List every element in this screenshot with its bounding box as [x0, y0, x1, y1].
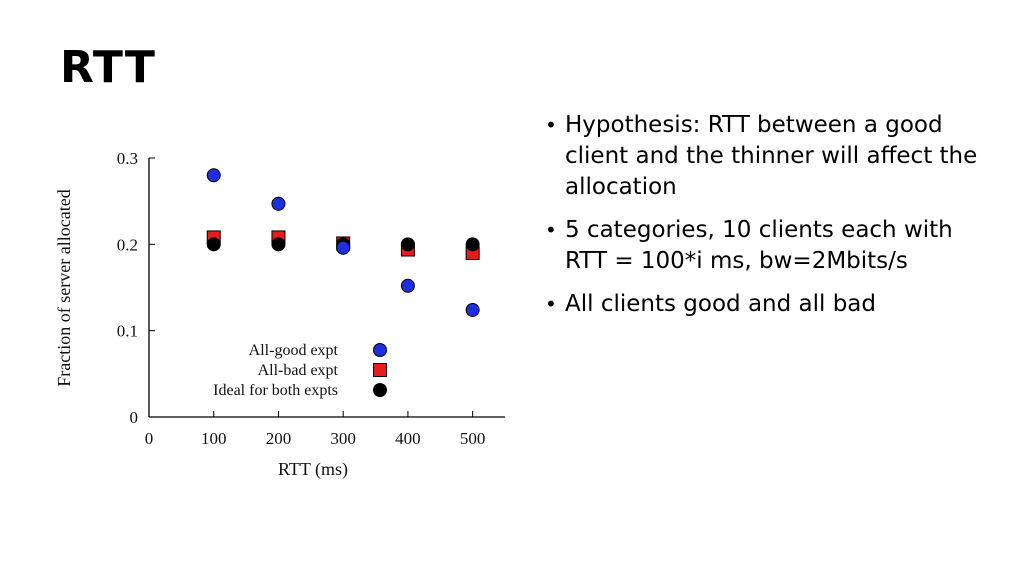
- chart-axes: [148, 158, 505, 418]
- x-tick-label: 200: [266, 429, 292, 448]
- data-point: [465, 237, 480, 252]
- chart-legend: All-good expt All-bad expt Ideal for both …: [213, 342, 387, 399]
- legend-label: All-bad expt: [258, 362, 339, 379]
- bullet-text: 5 categories, 10 clients each with RTT =…: [565, 217, 953, 274]
- legend-label: Ideal for both expts: [213, 382, 338, 399]
- legend-marker: [373, 363, 387, 377]
- x-tick-label: 500: [460, 429, 486, 448]
- bullet-text: All clients good and all bad: [565, 291, 877, 317]
- bullet-item: • All clients good and all bad: [545, 289, 985, 320]
- bullet-dot-icon: •: [545, 113, 557, 137]
- chart-ticks: 0 100 200 300 400 500 0 0.1 0.2 0.3: [117, 149, 486, 448]
- x-axis-label: RTT (ms): [278, 459, 348, 480]
- x-tick-label: 400: [395, 429, 421, 448]
- bullet-dot-icon: •: [545, 218, 557, 242]
- data-point: [336, 240, 351, 255]
- y-axis-label: Fraction of server allocated: [54, 189, 74, 386]
- data-point: [206, 168, 221, 183]
- data-point: [271, 196, 286, 211]
- legend-label: All-good expt: [249, 342, 339, 359]
- data-point: [271, 237, 286, 252]
- data-point: [400, 278, 415, 293]
- bullet-text: Hypothesis: RTT between a good client an…: [565, 112, 978, 200]
- y-tick-label: 0.1: [117, 322, 138, 341]
- y-tick-label: 0: [130, 408, 139, 427]
- chart-marks: [206, 168, 480, 317]
- scatter-chart: 0 100 200 300 400 500 0 0.1 0.2 0.3 All-good expt…: [54, 149, 505, 480]
- legend-marker: [373, 343, 387, 357]
- data-point: [465, 302, 480, 317]
- x-tick-label: 100: [201, 429, 227, 448]
- data-point: [400, 237, 415, 252]
- legend-marker: [373, 383, 387, 397]
- slide-title: RTT: [60, 42, 156, 93]
- y-tick-label: 0.2: [117, 235, 138, 254]
- x-tick-label: 300: [330, 429, 356, 448]
- bullet-item: • 5 categories, 10 clients each with RTT …: [545, 215, 985, 277]
- x-tick-label: 0: [145, 429, 154, 448]
- bullet-dot-icon: •: [545, 292, 557, 316]
- bullet-list: • Hypothesis: RTT between a good client a…: [545, 110, 985, 332]
- data-point: [206, 237, 221, 252]
- y-tick-label: 0.3: [117, 149, 138, 168]
- bullet-item: • Hypothesis: RTT between a good client a…: [545, 110, 985, 203]
